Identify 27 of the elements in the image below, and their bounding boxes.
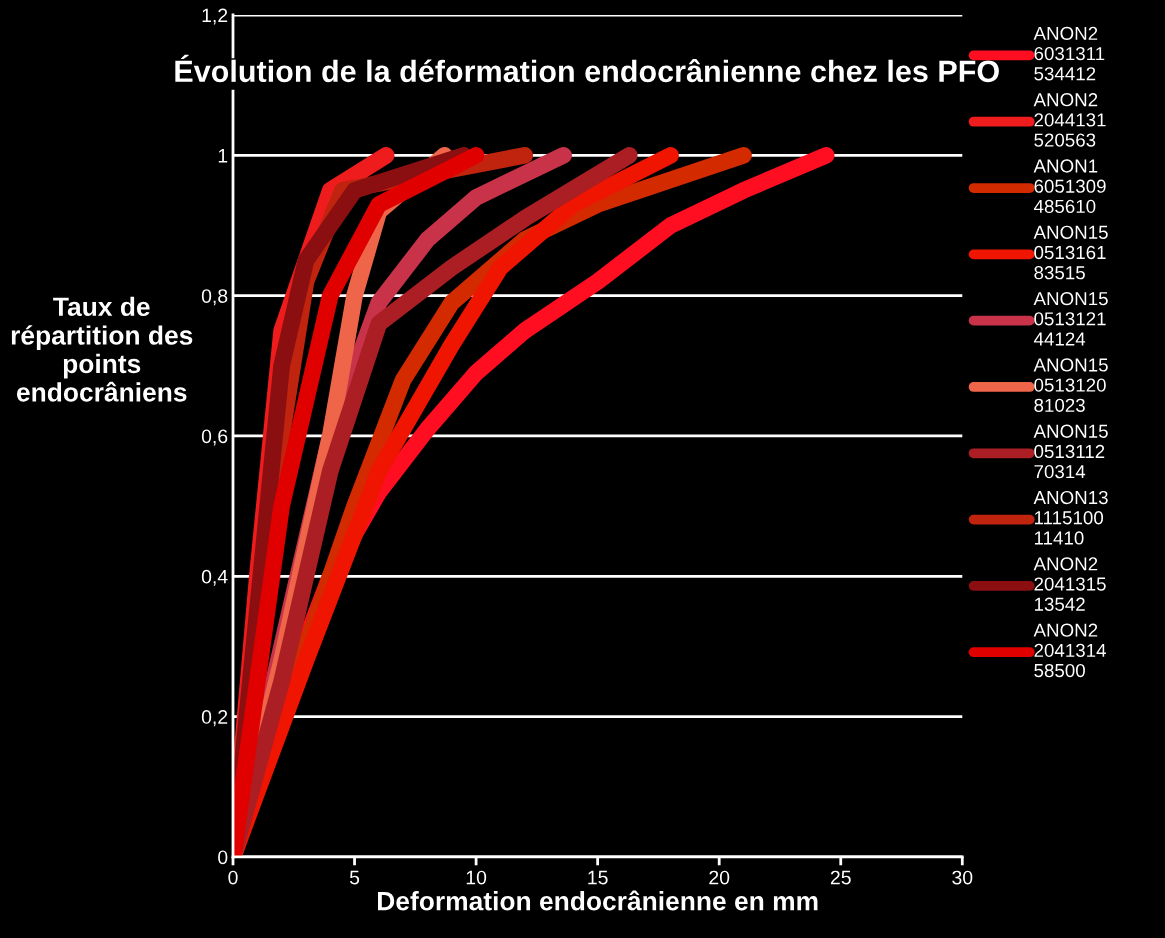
legend-label: ANON15 0513161 83515 [1033, 225, 1108, 280]
y-tick-label: 1,2 [202, 8, 228, 25]
legend-label: ANON1 6051309 485610 [1033, 159, 1106, 214]
y-tick-label: 1 [218, 149, 228, 163]
y-tick-label: 0 [218, 850, 228, 865]
x-tick-label: 5 [349, 870, 360, 885]
x-tick-label: 0 [228, 870, 238, 885]
legend-label: ANON2 2041314 58500 [1033, 623, 1106, 678]
text: Évolution de la déformation endocrânienne chez les PFO [175, 54, 999, 83]
y-tick-label: 0,8 [201, 289, 228, 306]
legend-label: ANON2 6031311 534412 [1033, 26, 1105, 81]
legend-label: ANON13 1115100 11410 [1033, 490, 1108, 545]
x-tick-label: 20 [709, 870, 730, 885]
legend-label: ANON15 0513120 81023 [1033, 358, 1108, 412]
x-tick-label: 15 [588, 870, 608, 885]
legend-label: ANON15 0513112 70314 [1033, 424, 1108, 479]
y-tick-label: 0,4 [201, 569, 228, 586]
x-tick-label: 30 [952, 870, 973, 885]
legend-label: ANON2 2041315 13542 [1033, 557, 1106, 611]
x-axis-title: Deformation endocrânienne en mm [378, 890, 818, 911]
x-tick-label: 25 [830, 870, 851, 885]
legend-label: ANON2 2044131 520563 [1033, 93, 1106, 147]
y-axis-title: Taux de répartition des points endocrâniens [11, 296, 193, 402]
y-tick-label: 0,2 [201, 710, 228, 727]
y-tick-label: 0,6 [201, 429, 228, 446]
legend-label: ANON15 0513121 44124 [1033, 291, 1108, 346]
x-tick-label: 10 [466, 870, 487, 885]
